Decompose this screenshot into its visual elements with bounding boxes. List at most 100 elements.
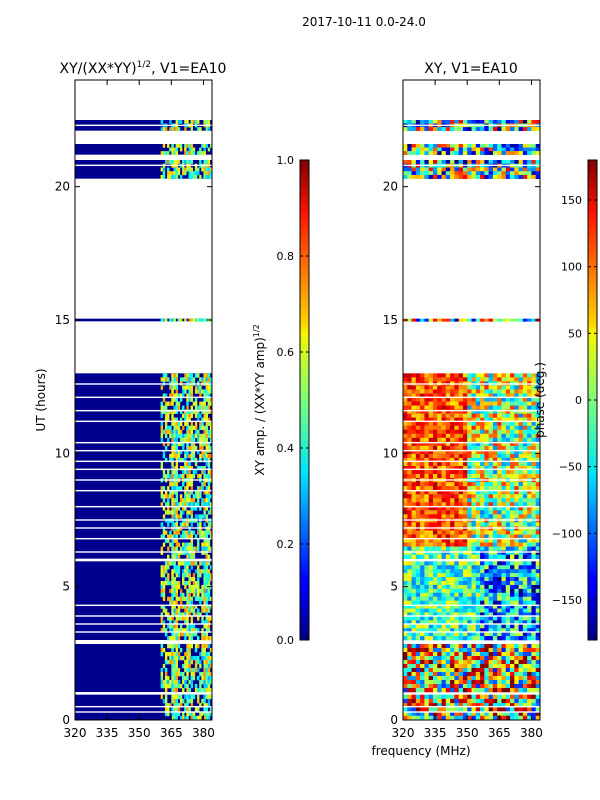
- amplitude-cell: [190, 466, 194, 471]
- phase-cell: [505, 656, 511, 661]
- amplitude-cell: [190, 628, 194, 633]
- phase-cell: [475, 604, 481, 609]
- phase-cell: [492, 377, 498, 382]
- phase-colorbar-tick-label: −150: [552, 594, 582, 607]
- phase-cell: [437, 624, 442, 629]
- phase-cell: [480, 584, 485, 590]
- phase-cell: [450, 433, 455, 439]
- phase-cell: [437, 385, 442, 390]
- amplitude-cell: [203, 318, 206, 322]
- amplitude-cell: [207, 409, 211, 414]
- phase-cell: [522, 486, 528, 491]
- phase-ytick-label: 10: [383, 446, 398, 460]
- phase-cell: [415, 620, 421, 625]
- phase-cell: [505, 624, 511, 629]
- frequency-xlabel: frequency (MHz): [371, 744, 470, 758]
- phase-cell: [501, 596, 507, 601]
- phase-cell: [454, 470, 459, 475]
- phase-cell: [432, 486, 438, 491]
- amplitude-cell: [197, 596, 200, 601]
- phase-cell: [531, 373, 537, 378]
- phase-cell: [462, 573, 468, 578]
- phase-cell: [471, 612, 477, 617]
- amplitude-cell: [205, 664, 209, 669]
- phase-cell: [484, 604, 489, 609]
- phase-cell: [445, 171, 451, 176]
- phase-cell: [450, 120, 455, 124]
- phase-cell: [535, 612, 540, 617]
- phase-cell: [471, 534, 477, 539]
- phase-cell: [445, 151, 451, 155]
- phase-gap-line: [403, 537, 540, 540]
- phase-cell: [475, 711, 481, 717]
- phase-cell: [445, 676, 451, 681]
- phase-cell: [510, 534, 515, 539]
- phase-gap-line: [403, 479, 540, 481]
- phase-cell: [467, 577, 472, 582]
- phase-cell: [428, 565, 434, 570]
- phase-cell: [454, 550, 459, 555]
- phase-cell: [535, 550, 540, 555]
- amplitude-cell: [197, 668, 200, 673]
- phase-cell: [415, 437, 421, 443]
- phase-cell: [403, 604, 408, 609]
- phase-cell: [411, 632, 417, 637]
- phase-cell: [471, 506, 477, 511]
- amplitude-cell: [179, 715, 183, 720]
- amplitude-xtick-label: 320: [64, 726, 87, 740]
- phase-cell: [492, 502, 498, 507]
- phase-cell: [467, 688, 472, 693]
- phase-cell: [420, 648, 425, 653]
- phase-cell: [475, 632, 481, 637]
- phase-cell: [432, 546, 438, 551]
- phase-cell: [535, 604, 540, 609]
- amplitude-cell: [201, 648, 204, 653]
- phase-cell: [415, 127, 421, 131]
- phase-cell: [467, 624, 472, 629]
- phase-cell: [475, 703, 481, 708]
- phase-cell: [437, 707, 442, 712]
- phase-cell: [420, 486, 425, 491]
- amplitude-cell: [175, 144, 179, 148]
- phase-cell: [492, 711, 498, 717]
- amplitude-cell: [194, 660, 198, 665]
- phase-cell: [424, 530, 429, 535]
- amplitude-cell: [203, 672, 206, 677]
- phase-cell: [420, 409, 425, 414]
- phase-cell: [475, 636, 481, 641]
- phase-cell: [454, 425, 459, 431]
- phase-cell: [403, 542, 408, 547]
- amplitude-cell: [171, 445, 174, 451]
- amplitude-cell: [171, 612, 174, 617]
- phase-cell: [518, 441, 524, 447]
- phase-cell: [428, 385, 434, 390]
- phase-cell: [462, 120, 468, 124]
- phase-cell: [428, 542, 434, 547]
- phase-cell: [407, 703, 412, 708]
- amplitude-cell: [207, 684, 211, 689]
- phase-cell: [445, 680, 451, 685]
- phase-cell: [407, 445, 412, 451]
- phase-cell: [505, 401, 511, 406]
- phase-cell: [432, 494, 438, 499]
- phase-cell: [484, 385, 489, 390]
- amplitude-cell: [209, 377, 212, 382]
- phase-cell: [480, 429, 485, 435]
- amplitude-cell: [164, 676, 168, 681]
- amplitude-cell: [192, 437, 196, 443]
- phase-cell: [458, 433, 464, 439]
- phase-cell: [514, 490, 519, 495]
- phase-cell: [428, 494, 434, 499]
- phase-cell: [522, 604, 528, 609]
- phase-cell: [424, 554, 429, 559]
- phase-cell: [522, 698, 528, 704]
- phase-cell: [475, 546, 481, 551]
- phase-cell: [462, 502, 468, 507]
- phase-cell: [411, 147, 417, 152]
- phase-cell: [480, 534, 485, 539]
- phase-cell: [522, 373, 528, 378]
- phase-cell: [510, 636, 515, 641]
- phase-cell: [432, 377, 438, 382]
- amplitude-cell: [169, 561, 172, 566]
- phase-cell: [458, 457, 464, 463]
